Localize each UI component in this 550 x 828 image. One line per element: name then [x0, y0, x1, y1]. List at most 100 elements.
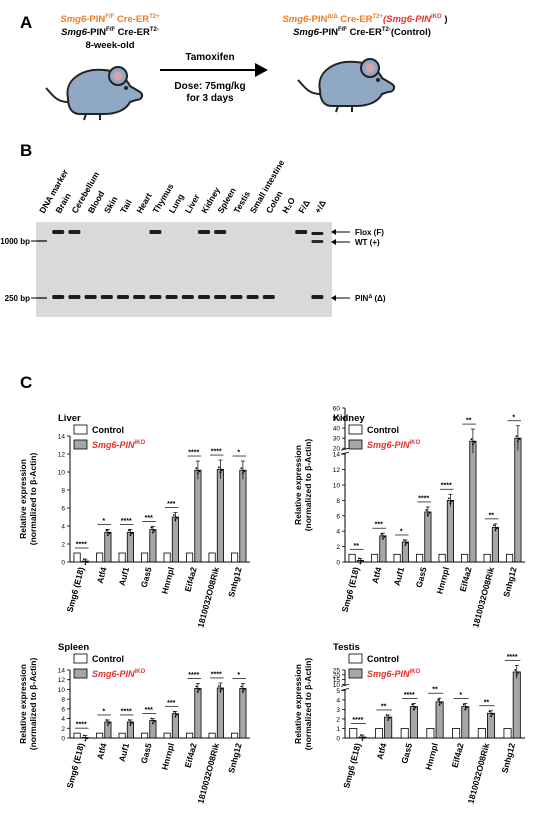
data-point	[152, 531, 154, 534]
y-tick-label: 14	[58, 668, 66, 675]
y-tick-label: 4	[61, 524, 65, 531]
data-point	[242, 690, 244, 693]
bar-control	[452, 728, 461, 739]
y-axis-label: (normalized to β-Actin)	[303, 658, 313, 751]
y-tick-label: 0	[61, 560, 65, 567]
y-tick-label: 4	[61, 716, 65, 723]
bar-control	[231, 552, 239, 563]
y-tick-label: 0	[336, 736, 340, 743]
legend-swatch-ko	[73, 668, 88, 679]
data-point	[412, 708, 415, 711]
flox-band	[311, 232, 324, 235]
panel-a-letter: A	[20, 13, 32, 32]
y-tick-label: 50	[333, 416, 341, 423]
data-point	[517, 440, 519, 443]
lane-label: F/Δ	[296, 198, 311, 215]
significance-label: ***	[375, 522, 383, 529]
y-tick-label: 60	[333, 406, 341, 413]
y-tick-label: 2	[61, 542, 65, 549]
deleted-band	[117, 295, 129, 299]
legend-label-ko: Smg6-PINiKO	[367, 669, 421, 679]
significance-label: **	[381, 703, 387, 710]
significance-label: ***	[145, 515, 153, 522]
significance-label: ****	[76, 722, 87, 729]
deleted-band	[165, 295, 178, 299]
deleted-band	[246, 295, 259, 299]
bar-ko	[216, 687, 224, 739]
bar-control	[371, 553, 379, 563]
dose-line1: Dose: 75mg/kg	[174, 81, 245, 92]
significance-label: *	[237, 450, 240, 457]
bar-control	[208, 552, 216, 563]
data-point	[84, 739, 87, 742]
data-point	[361, 560, 363, 563]
bar-control	[96, 552, 104, 563]
lane-label: Tail	[118, 198, 134, 215]
y-tick-label: 12	[58, 677, 66, 684]
x-tick-label: Snhg12	[226, 566, 244, 599]
data-point	[131, 532, 133, 535]
data-point	[86, 737, 88, 740]
data-point	[195, 467, 198, 470]
x-tick-label: Auf1	[117, 566, 132, 587]
y-tick-label: 8	[61, 488, 65, 495]
legend-label-ko: Smg6-PINiKO	[367, 440, 421, 450]
bar-ko	[239, 688, 247, 739]
deleted-band	[198, 295, 210, 299]
data-point	[380, 532, 383, 535]
bar-control	[73, 732, 81, 739]
y-tick-label: 0	[336, 560, 340, 567]
y-tick-label: 0	[61, 736, 65, 743]
significance-label: **	[432, 687, 438, 694]
y-axis-label: Relative expression	[293, 664, 303, 744]
panel-c-letter: C	[20, 373, 32, 392]
data-point	[494, 529, 497, 532]
significance-label: ***	[167, 700, 175, 707]
x-tick-label: Atf4	[95, 566, 109, 585]
bar-ko	[104, 531, 112, 563]
x-tick-label: Gas5	[399, 742, 414, 765]
y-tick-label: 10	[333, 682, 341, 689]
flox-band	[149, 230, 162, 234]
data-point	[107, 724, 109, 726]
deleted-band	[52, 295, 65, 299]
data-point	[496, 527, 498, 530]
bar-ko	[514, 437, 522, 563]
y-tick-label: 40	[333, 426, 341, 433]
data-point	[176, 517, 178, 519]
data-point	[406, 542, 408, 544]
data-point	[198, 470, 201, 473]
bar-ko	[512, 671, 521, 739]
mouse-icon-right	[297, 58, 396, 113]
bar-control	[141, 732, 149, 739]
y-tick-label: 4	[336, 697, 340, 704]
bar-control	[426, 728, 435, 739]
marker-250bp: 250 bp	[5, 294, 30, 303]
data-point	[150, 717, 153, 720]
y-tick-label: 10	[333, 483, 341, 490]
data-point	[449, 502, 452, 505]
x-tick-label: Gas5	[139, 742, 154, 765]
data-point	[240, 685, 243, 688]
data-point	[358, 557, 360, 560]
x-tick-label: Snhg12	[501, 566, 519, 599]
x-tick-label: Atf4	[370, 566, 384, 585]
y-tick-label: 2	[336, 716, 340, 723]
bar-control	[348, 553, 356, 563]
deleted-band	[230, 295, 243, 299]
flox-band	[52, 230, 65, 234]
data-point	[491, 713, 494, 716]
legend-swatch-control	[348, 424, 363, 435]
y-tick-label: 25	[333, 668, 341, 675]
y-tick-label: 10	[58, 687, 66, 694]
significance-label: *	[459, 692, 462, 699]
data-point	[105, 719, 108, 721]
x-tick-label: Smg6 (E18)	[65, 566, 87, 613]
data-point	[173, 514, 175, 516]
bar-control	[141, 552, 149, 563]
data-point	[83, 558, 85, 560]
x-tick-label: 1810032O08Rik	[195, 742, 221, 805]
data-point	[387, 719, 390, 721]
bar-control	[374, 728, 383, 739]
